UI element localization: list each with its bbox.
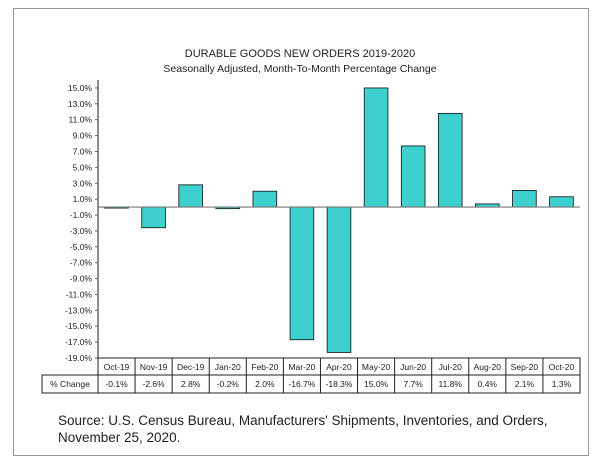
y-tick-label: -1.0% [70, 210, 93, 220]
category-label: Mar-20 [288, 362, 315, 372]
source-note: Source: U.S. Census Bureau, Manufacturer… [58, 413, 548, 445]
bar-May-20 [363, 87, 389, 208]
chart-frame [13, 8, 589, 456]
y-tick-label: 9.0% [73, 131, 93, 141]
category-label: Nov-19 [140, 362, 168, 372]
value-label: 2.0% [255, 379, 275, 389]
bar-Apr-20 [326, 206, 352, 353]
bar-Mar-20 [289, 206, 315, 341]
value-label: 0.4% [478, 379, 498, 389]
category-label: May-20 [362, 362, 391, 372]
value-label: 11.8% [438, 379, 462, 389]
y-tick-label: -19.0% [65, 353, 92, 363]
category-label: Dec-19 [177, 362, 205, 372]
category-label: Sep-20 [511, 362, 539, 372]
category-label: Aug-20 [474, 362, 502, 372]
category-label: Jul-20 [439, 362, 462, 372]
y-tick-label: 7.0% [73, 146, 93, 156]
y-tick-label: -17.0% [65, 337, 92, 347]
table-row-label: % Change [50, 379, 90, 389]
category-label: Apr-20 [326, 362, 352, 372]
y-tick-label: -3.0% [70, 226, 93, 236]
y-tick-label: -15.0% [65, 321, 92, 331]
y-tick-label: -7.0% [70, 258, 93, 268]
chart-title: DURABLE GOODS NEW ORDERS 2019-2020 [184, 48, 416, 60]
category-label: Oct-20 [549, 362, 575, 372]
value-label: 2.8% [181, 379, 201, 389]
bar-Feb-20 [252, 190, 278, 208]
y-tick-label: 15.0% [68, 83, 93, 93]
y-tick-label: 3.0% [73, 178, 93, 188]
value-label: -0.2% [217, 379, 240, 389]
value-label: 7.7% [403, 379, 423, 389]
y-tick-label: 11.0% [69, 115, 93, 125]
value-label: -2.6% [143, 379, 166, 389]
value-label: -0.1% [105, 379, 128, 389]
value-label: 2.1% [515, 379, 535, 389]
chart-subtitle: Seasonally Adjusted, Month-To-Month Perc… [163, 63, 437, 75]
y-tick-label: -5.0% [70, 242, 93, 252]
bar-Jun-20 [400, 145, 426, 208]
y-tick-label: -13.0% [65, 305, 92, 315]
y-tick-label: 5.0% [73, 162, 93, 172]
bar-Sep-20 [512, 190, 537, 208]
y-tick-label: 1.0% [73, 194, 93, 204]
y-tick-label: -9.0% [70, 274, 93, 284]
bar-Oct-20 [549, 196, 574, 208]
bar-Jul-20 [437, 112, 463, 208]
category-label: Jun-20 [400, 362, 426, 372]
category-label: Feb-20 [251, 362, 278, 372]
value-label: -18.3% [326, 379, 353, 389]
category-label: Jan-20 [215, 362, 241, 372]
value-label: 15.0% [364, 379, 389, 389]
y-tick-label: -11.0% [66, 289, 93, 299]
value-label: -16.7% [288, 379, 315, 389]
bar-Dec-19 [178, 184, 203, 208]
value-label: 1.3% [552, 379, 572, 389]
bar-Nov-19 [141, 206, 166, 229]
category-label: Oct-19 [104, 362, 130, 372]
y-tick-label: 13.0% [68, 99, 93, 109]
